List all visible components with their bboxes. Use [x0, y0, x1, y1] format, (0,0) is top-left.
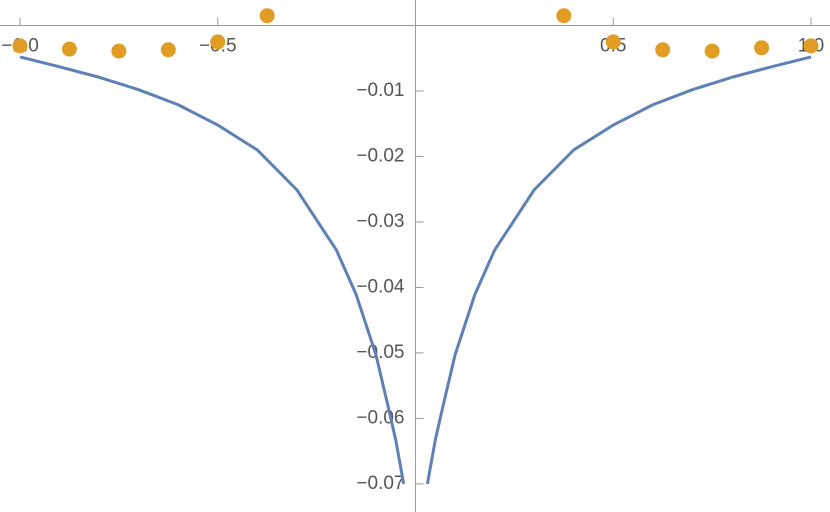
- data-point: [605, 34, 621, 50]
- data-point: [259, 8, 275, 24]
- data-line: [19, 55, 812, 485]
- data-point: [61, 41, 77, 57]
- data-point: [655, 42, 671, 58]
- data-point: [704, 43, 720, 59]
- y-tick-label: −0.03: [356, 211, 404, 232]
- data-point: [160, 42, 176, 58]
- data-point: [12, 38, 28, 54]
- data-point: [111, 43, 127, 59]
- data-point: [754, 40, 770, 56]
- data-point: [803, 38, 819, 54]
- data-point: [556, 8, 572, 24]
- y-tick-label: −0.01: [356, 80, 404, 101]
- y-tick-label: −0.04: [356, 276, 405, 297]
- y-tick-label: −0.07: [356, 473, 404, 494]
- data-point: [210, 34, 226, 50]
- y-tick-label: −0.05: [356, 342, 404, 363]
- y-tick-label: −0.06: [356, 407, 404, 428]
- y-tick-label: −0.02: [356, 145, 404, 166]
